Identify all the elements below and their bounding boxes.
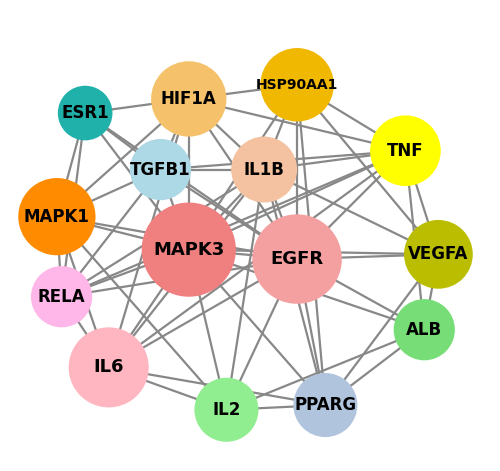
Circle shape <box>18 178 96 255</box>
Text: MAPK3: MAPK3 <box>153 241 224 259</box>
Text: IL2: IL2 <box>212 401 240 419</box>
Circle shape <box>68 327 148 407</box>
Text: IL6: IL6 <box>94 358 124 376</box>
Text: VEGFA: VEGFA <box>408 245 469 263</box>
Circle shape <box>370 115 441 186</box>
Circle shape <box>130 139 191 200</box>
Circle shape <box>231 137 297 203</box>
Circle shape <box>194 378 258 442</box>
Circle shape <box>252 214 342 304</box>
Text: IL1B: IL1B <box>244 161 284 179</box>
Circle shape <box>31 266 92 327</box>
Circle shape <box>58 86 112 140</box>
Text: HIF1A: HIF1A <box>161 90 216 108</box>
Circle shape <box>294 373 358 437</box>
Text: PPARG: PPARG <box>294 396 356 414</box>
Text: MAPK1: MAPK1 <box>24 208 90 226</box>
Text: HSP90AA1: HSP90AA1 <box>256 78 338 92</box>
Circle shape <box>404 220 473 289</box>
Circle shape <box>142 203 236 297</box>
Text: ESR1: ESR1 <box>62 104 109 122</box>
Text: TGFB1: TGFB1 <box>130 161 191 179</box>
Circle shape <box>151 61 226 137</box>
Circle shape <box>394 299 455 360</box>
Text: ALB: ALB <box>406 321 442 339</box>
Text: RELA: RELA <box>38 288 86 306</box>
Text: EGFR: EGFR <box>270 250 324 268</box>
Circle shape <box>260 48 334 122</box>
Text: TNF: TNF <box>387 142 424 160</box>
